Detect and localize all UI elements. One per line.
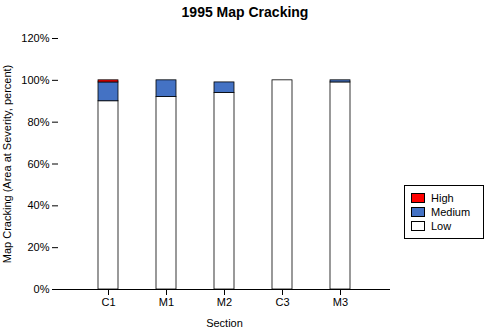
html-text:Medium: Medium — [431, 206, 471, 218]
html-text:1995 Map Cracking: 1995 Map Cracking — [181, 4, 309, 20]
svg-text:60%: 60% — [27, 158, 49, 170]
svg-text:40%: 40% — [27, 199, 49, 211]
svg-text:80%: 80% — [27, 116, 49, 128]
svg-text:Section: Section — [206, 317, 243, 329]
svg-text:M1: M1 — [159, 296, 174, 308]
svg-text:0%: 0% — [34, 283, 50, 295]
svg-text:M2: M2 — [217, 296, 232, 308]
svg-text:20%: 20% — [27, 241, 49, 253]
html-text:High: High — [431, 192, 454, 204]
svg-text:C3: C3 — [275, 296, 289, 308]
html-text:Low: Low — [431, 220, 452, 232]
svg-text:C1: C1 — [101, 296, 115, 308]
svg-text:M3: M3 — [333, 296, 348, 308]
svg-text:Map Cracking (Area at Severity: Map Cracking (Area at Severity, percent) — [1, 65, 13, 263]
svg-text:120%: 120% — [21, 32, 49, 44]
svg-text:100%: 100% — [21, 74, 49, 86]
